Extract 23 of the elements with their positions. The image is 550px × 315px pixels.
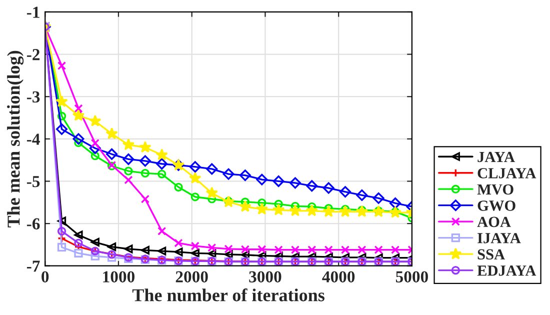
legend-label: CLJAYA bbox=[478, 168, 536, 178]
legend-label: MVO bbox=[477, 184, 514, 195]
x-tick-label: 3000 bbox=[249, 271, 282, 282]
legend-label: GWO bbox=[478, 200, 516, 211]
y-tick-label: -2 bbox=[26, 49, 40, 60]
legend-label: SSA bbox=[478, 249, 505, 260]
y-tick-label: -4 bbox=[26, 134, 40, 145]
legend-label: JAYA bbox=[478, 152, 515, 162]
y-tick-label: -5 bbox=[26, 176, 40, 188]
legend-label: IJAYA bbox=[478, 233, 521, 244]
x-axis-title: The number of iterations bbox=[132, 288, 324, 302]
y-tick-label: -6 bbox=[26, 218, 40, 230]
y-tick-label: -7 bbox=[26, 260, 40, 272]
x-tick-label: 0 bbox=[42, 271, 49, 282]
legend-label: EDJAYA bbox=[477, 266, 536, 276]
x-tick-label: 5000 bbox=[396, 271, 428, 282]
y-tick-label: -1 bbox=[26, 6, 40, 18]
y-tick-label: -3 bbox=[26, 91, 40, 103]
x-tick-label: 4000 bbox=[322, 271, 355, 282]
y-axis-title: The mean solution(log) bbox=[7, 50, 24, 228]
x-tick-label: 2000 bbox=[176, 271, 208, 282]
x-tick-label: 1000 bbox=[103, 271, 134, 282]
legend-label: AOA bbox=[477, 216, 511, 228]
